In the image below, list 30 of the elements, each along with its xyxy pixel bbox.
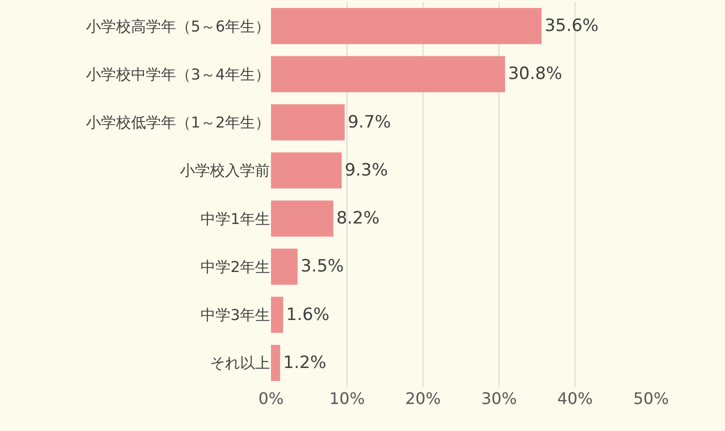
x-tick-label: 20% (405, 389, 441, 408)
y-tick-label: 中学1年生 (200, 210, 270, 228)
y-tick-label: 小学校入学前 (180, 162, 270, 180)
bar (271, 296, 284, 333)
bar (271, 248, 298, 285)
bar (271, 200, 334, 237)
bar (271, 56, 506, 92)
x-tick-label: 50% (633, 389, 669, 408)
x-tick-label: 40% (557, 389, 593, 408)
y-tick-label: 中学3年生 (200, 306, 270, 324)
x-tick-label: 10% (329, 389, 365, 408)
data-label: 30.8% (508, 64, 562, 84)
data-label: 35.6% (544, 16, 599, 36)
data-label: 9.3% (344, 160, 388, 180)
y-tick-label: 小学校中学年（3～4年生） (86, 65, 270, 84)
bar (271, 344, 280, 381)
data-label: 9.7% (348, 112, 391, 132)
bar (271, 152, 342, 188)
y-tick-label: それ以上 (210, 354, 270, 372)
data-label: 8.2% (336, 208, 380, 229)
data-label: 3.5% (300, 256, 344, 277)
y-tick-label: 小学校低学年（1～2年生） (86, 114, 270, 132)
x-tick-label: 30% (481, 389, 517, 408)
y-tick-label: 小学校高学年（5～6年生） (86, 17, 270, 36)
y-tick-label: 中学2年生 (200, 258, 270, 276)
data-label: 1.2% (283, 352, 326, 373)
bar (271, 8, 542, 44)
x-tick-label: 0% (258, 389, 284, 408)
data-label: 1.6% (286, 304, 330, 325)
bar (271, 104, 345, 140)
